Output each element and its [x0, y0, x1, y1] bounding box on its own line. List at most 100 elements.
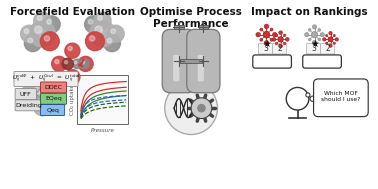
Text: 3: 3	[263, 44, 268, 53]
FancyBboxPatch shape	[307, 44, 321, 54]
Bar	[180, 59, 202, 63]
Circle shape	[88, 19, 93, 24]
Circle shape	[286, 88, 309, 110]
Circle shape	[24, 89, 29, 94]
Circle shape	[47, 98, 51, 103]
Circle shape	[89, 21, 116, 47]
Text: Pressure: Pressure	[91, 128, 115, 133]
Circle shape	[80, 59, 89, 69]
Circle shape	[312, 25, 317, 29]
Circle shape	[78, 56, 93, 71]
Circle shape	[325, 42, 328, 44]
Circle shape	[264, 41, 269, 45]
Circle shape	[34, 99, 51, 116]
Circle shape	[20, 25, 37, 42]
Circle shape	[35, 86, 42, 94]
Circle shape	[40, 77, 59, 96]
Circle shape	[95, 86, 102, 94]
Text: Dreiding: Dreiding	[15, 103, 42, 108]
Circle shape	[279, 31, 282, 34]
Circle shape	[35, 26, 42, 33]
Circle shape	[28, 80, 33, 84]
Circle shape	[333, 34, 336, 37]
Circle shape	[52, 56, 67, 71]
Circle shape	[111, 29, 116, 34]
Circle shape	[333, 42, 336, 44]
Circle shape	[29, 81, 56, 107]
Circle shape	[308, 29, 311, 31]
Circle shape	[40, 32, 59, 51]
Circle shape	[107, 86, 124, 102]
Circle shape	[68, 73, 72, 77]
Text: 3: 3	[311, 44, 316, 53]
FancyBboxPatch shape	[40, 105, 65, 115]
Circle shape	[24, 29, 29, 34]
Circle shape	[318, 38, 321, 41]
Circle shape	[88, 98, 93, 103]
Text: CO₂ uptake: CO₂ uptake	[70, 84, 75, 115]
Circle shape	[191, 98, 212, 119]
Circle shape	[62, 58, 73, 70]
FancyBboxPatch shape	[173, 55, 180, 81]
Circle shape	[285, 38, 289, 41]
Circle shape	[284, 34, 286, 36]
Circle shape	[90, 36, 95, 41]
Circle shape	[90, 81, 95, 86]
Circle shape	[263, 31, 270, 38]
Circle shape	[43, 95, 60, 112]
Circle shape	[272, 38, 276, 41]
Text: Forcefield Evaluation: Forcefield Evaluation	[10, 7, 135, 17]
Circle shape	[329, 32, 332, 35]
Bar	[174, 25, 184, 29]
Circle shape	[85, 77, 104, 96]
Circle shape	[284, 42, 286, 45]
Circle shape	[165, 82, 217, 135]
Text: 2: 2	[325, 44, 330, 53]
Circle shape	[279, 44, 282, 48]
FancyBboxPatch shape	[253, 55, 291, 68]
Text: EQeq: EQeq	[45, 96, 62, 101]
Circle shape	[28, 38, 33, 43]
Circle shape	[270, 38, 273, 41]
Circle shape	[24, 35, 41, 52]
Circle shape	[325, 34, 328, 37]
Circle shape	[24, 76, 41, 93]
FancyBboxPatch shape	[14, 71, 78, 87]
FancyBboxPatch shape	[162, 29, 195, 93]
FancyBboxPatch shape	[314, 79, 368, 117]
Bar	[77, 75, 128, 124]
Circle shape	[320, 33, 324, 37]
Circle shape	[310, 96, 315, 101]
FancyBboxPatch shape	[187, 29, 220, 93]
Circle shape	[68, 46, 72, 50]
Circle shape	[85, 32, 104, 51]
Circle shape	[308, 38, 311, 41]
Circle shape	[85, 95, 102, 112]
Circle shape	[65, 70, 80, 85]
Circle shape	[260, 38, 263, 41]
FancyBboxPatch shape	[259, 44, 273, 54]
Circle shape	[260, 28, 263, 31]
Circle shape	[34, 12, 51, 29]
Circle shape	[275, 34, 278, 36]
Circle shape	[74, 61, 77, 64]
Circle shape	[314, 98, 321, 105]
Circle shape	[37, 16, 42, 20]
FancyBboxPatch shape	[40, 82, 67, 93]
Text: 2: 2	[277, 44, 282, 53]
Circle shape	[306, 93, 310, 97]
Circle shape	[20, 86, 37, 102]
Circle shape	[82, 61, 85, 64]
Circle shape	[64, 61, 68, 64]
FancyBboxPatch shape	[15, 89, 36, 99]
Circle shape	[107, 25, 124, 42]
Circle shape	[73, 59, 82, 69]
Circle shape	[104, 76, 121, 93]
Circle shape	[65, 43, 80, 58]
FancyBboxPatch shape	[15, 100, 43, 111]
Circle shape	[305, 33, 309, 37]
Text: DDEC: DDEC	[45, 85, 62, 90]
Text: Optimise Process
Performance: Optimise Process Performance	[140, 7, 242, 29]
Circle shape	[107, 38, 112, 43]
Circle shape	[275, 42, 278, 45]
